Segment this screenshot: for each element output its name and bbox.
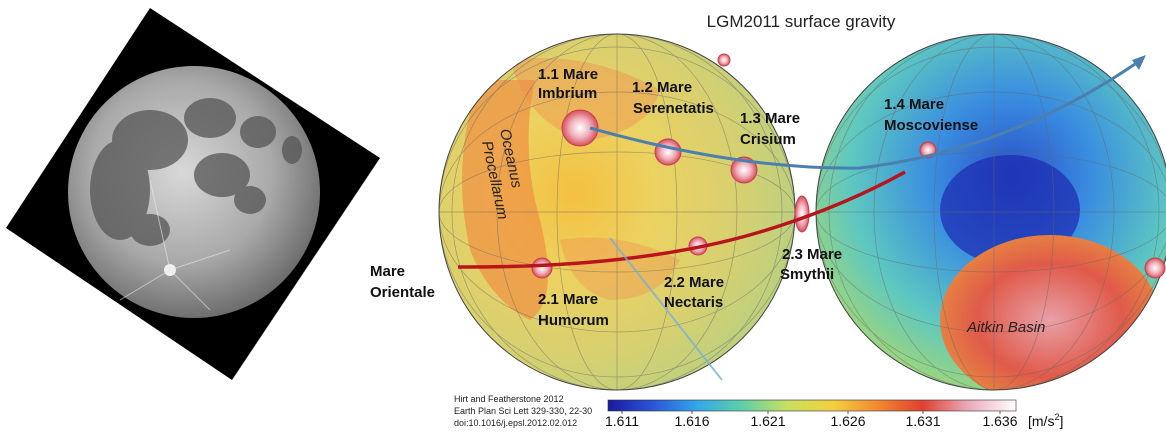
mascon-smythii <box>794 195 810 233</box>
colorbar-tick-3: 1.621 <box>750 413 785 429</box>
label-moscoviense-line2: Moscoviense <box>884 117 978 134</box>
colorbar-gradient <box>607 399 1017 412</box>
blue-arc <box>589 60 1139 170</box>
colorbar-unit: [m/s2] <box>1028 412 1063 429</box>
citation-line3: doi:10.1016/j.epsl.2012.02.012 <box>454 418 577 428</box>
near-side-hemisphere <box>438 33 796 391</box>
colorbar-tick-5: 1.631 <box>905 413 940 429</box>
label-smythii-line1: 2.3 Mare <box>782 246 842 263</box>
label-orientale-line2: Orientale <box>370 284 435 301</box>
colorbar-tick-2: 1.616 <box>674 413 709 429</box>
label-moscoviense-line1: 1.4 Mare <box>884 96 944 113</box>
red-arc <box>457 170 906 269</box>
colorbar-tick-1: 1.611 <box>605 413 639 429</box>
label-nectaris-line2: Nectaris <box>664 294 723 311</box>
moon-photo-graphic <box>6 8 380 380</box>
label-crisium-line2: Crisium <box>740 131 796 148</box>
mascon-far-east <box>1144 257 1166 279</box>
moon-maria <box>90 98 302 246</box>
label-serenitatis-line2: Serenetatis <box>633 100 714 117</box>
label-orientale-line1: Mare <box>370 263 405 280</box>
citation-line1: Hirt and Featherstone 2012 <box>454 394 564 404</box>
label-imbrium-line1: 1.1 Mare <box>538 66 598 83</box>
colorbar-tick-6: 1.636 <box>982 413 1017 429</box>
map-title: LGM2011 surface gravity <box>707 12 896 31</box>
colorbar: 1.611 1.616 1.621 1.626 1.631 1.636 [m/s… <box>605 399 1063 429</box>
mascon-imbrium <box>561 109 599 147</box>
moon-photo <box>0 0 400 400</box>
label-imbrium-line2: Imbrium <box>538 85 597 102</box>
blue-arc-arrowhead <box>1132 55 1146 70</box>
colorbar-tick-4: 1.626 <box>830 413 865 429</box>
profile-line <box>609 237 723 381</box>
label-nectaris-line1: 2.2 Mare <box>664 274 724 291</box>
mascon-humorum <box>531 257 553 279</box>
gravity-map: LGM2011 surface gravity <box>360 0 1166 432</box>
citation-line2: Earth Plan Sci Lett 329-330, 22-30 <box>454 406 592 416</box>
gravity-map-graphic: LGM2011 surface gravity <box>370 12 1166 429</box>
label-humorum-line2: Humorum <box>538 312 609 329</box>
label-crisium-line1: 1.3 Mare <box>740 110 800 127</box>
tycho-crater <box>119 179 231 311</box>
far-side-hemisphere <box>815 33 1166 391</box>
label-humorum-line1: 2.1 Mare <box>538 291 598 308</box>
label-aitkin-basin: Aitkin Basin <box>966 319 1045 336</box>
label-serenitatis-line1: 1.2 Mare <box>632 79 692 96</box>
mascon-crisium <box>730 156 758 184</box>
label-smythii-line2: Smythii <box>780 266 834 283</box>
mascon-serenitatis <box>654 138 682 166</box>
